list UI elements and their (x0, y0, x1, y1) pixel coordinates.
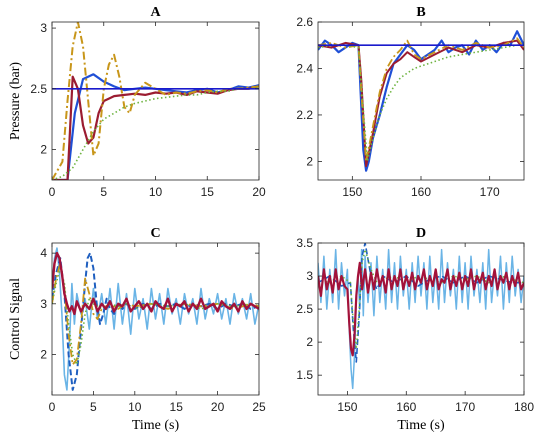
panel-d-ytick-label: 2.5 (296, 302, 313, 316)
panel-d-xtick-label: 170 (455, 400, 475, 414)
panel-c-xtick-label: 20 (211, 400, 225, 414)
panel-c-title: C (150, 226, 160, 241)
panel-a-ytick-label: 3 (40, 21, 47, 35)
panel-a-xtick-label: 5 (100, 185, 107, 199)
panel-d-series-group (318, 243, 524, 390)
panel-a-ytick-label: 2.5 (30, 82, 47, 96)
panel-c-series-5 (52, 251, 259, 316)
panel-c-ytick-label: 2 (40, 347, 47, 361)
panel-b-title: B (416, 5, 425, 20)
panel-b-ytick-label: 2.6 (296, 15, 313, 29)
panel-d-series-3 (318, 248, 524, 350)
panel-c-xtick-label: 0 (49, 400, 56, 414)
panel-c-axes-box (51, 242, 260, 396)
panel-b-ytick-label: 2.4 (296, 61, 313, 75)
panel-a-plot-area (52, 22, 259, 180)
panel-d-series-4 (318, 261, 524, 357)
panel-a-xtick-label: 20 (252, 185, 266, 199)
panel-c: 0 5 10 15 20 25 2 3 4 C Time (s) Control Signal (8, 226, 266, 433)
panel-a-xtick-label: 0 (49, 185, 56, 199)
panel-c-xtick-label: 5 (90, 400, 97, 414)
panel-c-series-group (52, 247, 259, 391)
panel-d-xlabel: Time (s) (397, 418, 445, 433)
panel-b-xtick-label: 150 (342, 185, 362, 199)
panel-a-xtick-label: 15 (201, 185, 215, 199)
panel-b: 150 160 170 2 2.2 2.4 2.6 B (296, 5, 525, 199)
panel-c-series-3 (52, 262, 259, 366)
panel-d-ytick-label: 1.5 (296, 368, 313, 382)
panel-a-ytick-label: 2 (40, 143, 47, 157)
panel-d-xtick-label: 150 (337, 400, 357, 414)
panel-b-ytick-label: 2 (306, 154, 313, 168)
panel-d-xtick-label: 160 (396, 400, 416, 414)
panel-a-title: A (150, 5, 161, 20)
panel-d-title: D (416, 226, 426, 241)
panel-c-xtick-label: 15 (170, 400, 184, 414)
panel-b-xtick-label: 170 (480, 185, 500, 199)
panel-d: 150 160 170 180 1.5 2 2.5 3 3.5 D Time (s) (296, 226, 534, 433)
panel-d-ytick-label: 3 (306, 269, 313, 283)
panel-a-ylabel: Pressure (bar) (8, 62, 23, 140)
panel-d-xtick-label: 180 (514, 400, 534, 414)
panel-d-ytick-label: 3.5 (296, 236, 313, 250)
panel-a-series-4 (52, 86, 259, 180)
panel-c-ylabel: Control Signal (8, 278, 23, 360)
panel-a-xtick-label: 10 (149, 185, 163, 199)
panel-c-xtick-label: 25 (252, 400, 266, 414)
panel-a: 0 5 10 15 20 2 2.5 3 A Pressure (bar) (8, 5, 266, 199)
panel-d-ytick-label: 2 (306, 335, 313, 349)
panel-b-ytick-label: 2.2 (296, 108, 313, 122)
panel-d-series-2 (318, 243, 524, 363)
panel-b-xtick-label: 160 (411, 185, 431, 199)
panel-c-ytick-label: 4 (40, 246, 47, 260)
panel-d-series-1 (318, 248, 524, 390)
panel-c-xlabel: Time (s) (132, 418, 180, 433)
panel-c-ytick-label: 3 (40, 297, 47, 311)
panel-c-xtick-label: 10 (128, 400, 142, 414)
panel-d-axes-box (317, 242, 525, 396)
panel-c-series-1 (52, 247, 259, 391)
panel-c-series-2 (52, 252, 259, 391)
